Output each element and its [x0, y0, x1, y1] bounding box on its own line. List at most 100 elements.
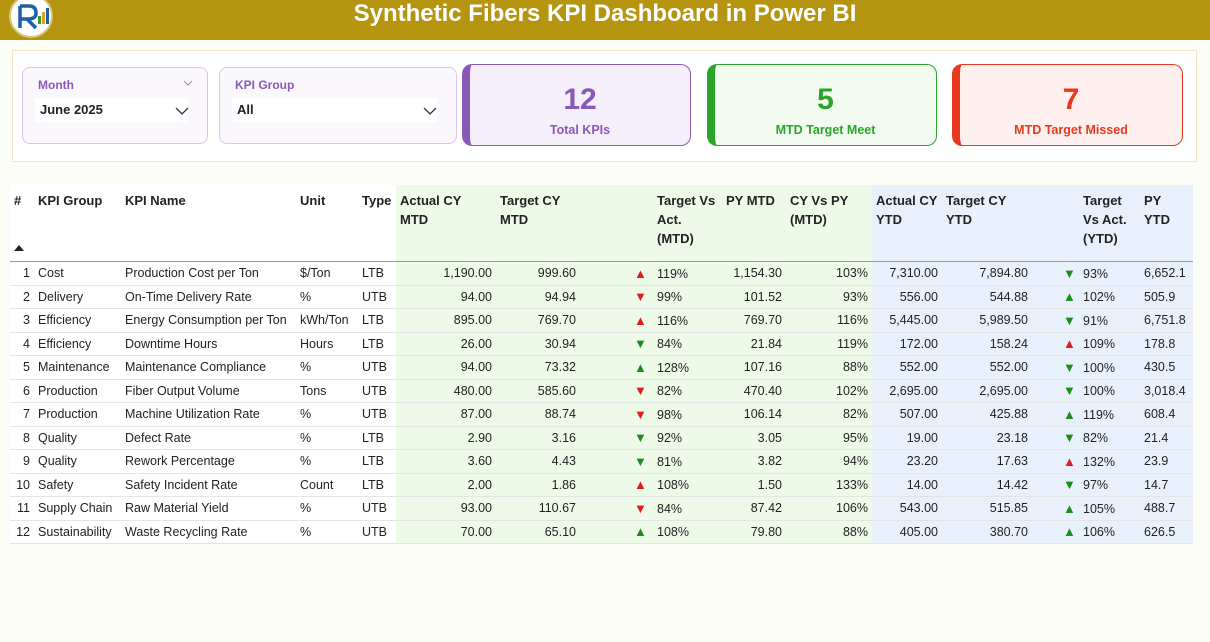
table-cell: 79.80 — [722, 520, 786, 544]
table-cell: 2,695.00 — [872, 379, 942, 403]
table-cell: 93% — [786, 285, 872, 309]
status-icon: ▲ — [1063, 524, 1076, 540]
variance-value: 102% — [1083, 290, 1115, 305]
table-cell: 178.8 — [1140, 332, 1193, 356]
table-cell: Hours — [296, 332, 358, 356]
table-cell: % — [296, 402, 358, 427]
variance-value: 100% — [1083, 384, 1115, 399]
table-cell: Efficiency — [34, 308, 121, 333]
table-cell: 110.67 — [496, 496, 580, 521]
table-cell: 70.00 — [396, 520, 496, 544]
table-row: 10 Safety Safety Incident Rate Count LTB 2.00… — [10, 473, 1193, 497]
variance-value: 97% — [1083, 478, 1109, 493]
table-cell: 895.00 — [396, 308, 496, 333]
table-cell: 5,989.50 — [942, 308, 1032, 333]
table-cell: 14.00 — [872, 473, 942, 497]
table-cell: Production Cost per Ton — [121, 261, 296, 286]
column-header: Target CY MTD — [496, 185, 580, 262]
column-header: Actual CY MTD — [396, 185, 496, 262]
variance-value: 100% — [1083, 360, 1115, 375]
variance-value: 105% — [1083, 501, 1115, 516]
variance-cell: ▲ 132% — [1032, 449, 1140, 474]
table-cell: 6,751.8 — [1140, 308, 1193, 333]
table-cell: Fiber Output Volume — [121, 379, 296, 403]
table-row: 8 Quality Defect Rate% LTB 2.90 3.16 ▼ 92% 3.05 9… — [10, 426, 1193, 450]
variance-cell: ▼ 97% — [1032, 473, 1140, 497]
column-header: PY YTD — [1140, 185, 1193, 262]
month-slicer[interactable]: Month June 2025 — [22, 67, 208, 144]
card-label: MTD Target Missed — [1014, 123, 1128, 137]
status-icon: ▲ — [634, 312, 647, 328]
card-value: 12 — [563, 83, 597, 116]
table-cell: 488.7 — [1140, 496, 1193, 521]
table-cell: 9 — [10, 449, 34, 474]
variance-cell: ▼ 81% — [580, 449, 722, 474]
variance-cell: ▼ 92% — [580, 426, 722, 450]
slicer-value[interactable]: June 2025 — [35, 98, 188, 122]
variance-value: 92% — [657, 431, 683, 446]
column-header: PY MTD — [722, 185, 786, 262]
table-cell: 2.90 — [396, 426, 496, 450]
table-cell: 769.70 — [496, 308, 580, 333]
table-cell: 106.14 — [722, 402, 786, 427]
table-cell: LTB — [358, 308, 396, 333]
variance-cell: ▲ 106% — [1032, 520, 1140, 544]
variance-value: 84% — [657, 337, 683, 352]
card-label: MTD Target Meet — [775, 123, 876, 137]
table-cell: UTB — [358, 520, 396, 544]
table-cell: Efficiency — [34, 332, 121, 356]
status-icon: ▼ — [1063, 430, 1076, 446]
table-cell: 65.10 — [496, 520, 580, 544]
card-label: Total KPIs — [549, 123, 611, 137]
table-cell: 133% — [786, 473, 872, 497]
slicer-label: KPI Group — [235, 78, 295, 92]
table-cell: 552.00 — [942, 355, 1032, 380]
table-cell: 17.63 — [942, 449, 1032, 474]
table-cell: Quality — [34, 449, 121, 474]
table-cell: 626.5 — [1140, 520, 1193, 544]
table-cell: UTB — [358, 496, 396, 521]
table-cell: 94.00 — [396, 355, 496, 380]
table-cell: 2.00 — [396, 473, 496, 497]
table-cell: % — [296, 520, 358, 544]
table-row: 2 Delivery On-Time Delivery Rate% UTB 94.00 9… — [10, 285, 1193, 309]
status-icon: ▲ — [1063, 453, 1076, 469]
variance-cell: ▼ 91% — [1032, 308, 1140, 333]
kpi-table: # KPI Group KPI Name Unit Type Actual CY MTD T… — [10, 185, 1193, 544]
table-cell: 87.00 — [396, 402, 496, 427]
table-cell: 88.74 — [496, 402, 580, 427]
status-icon: ▼ — [634, 383, 647, 399]
table-cell: 116% — [786, 308, 872, 333]
status-icon: ▲ — [634, 265, 647, 281]
dropdown-icon[interactable] — [423, 106, 437, 116]
variance-cell: ▲ 105% — [1032, 496, 1140, 521]
table-cell: 30.94 — [496, 332, 580, 356]
table-cell: 8 — [10, 426, 34, 450]
table-cell: Maintenance — [34, 355, 121, 380]
table-cell: Delivery — [34, 285, 121, 309]
kpi-group-slicer[interactable]: KPI Group All — [219, 67, 457, 144]
variance-value: 82% — [657, 384, 683, 399]
table-cell: 6 — [10, 379, 34, 403]
sort-indicator[interactable] — [14, 244, 24, 252]
variance-cell: ▼ 98% — [580, 402, 722, 427]
table-cell: Raw Material Yield — [121, 496, 296, 521]
dropdown-icon[interactable] — [175, 106, 189, 116]
collapse-icon[interactable] — [183, 79, 193, 87]
slicer-value[interactable]: All — [232, 98, 437, 122]
variance-value: 132% — [1083, 454, 1115, 469]
table-cell: 585.60 — [496, 379, 580, 403]
table-cell: 544.88 — [942, 285, 1032, 309]
table-cell: Defect Rate — [121, 426, 296, 450]
table-row: 4 Efficiency Downtime Hours Hours LTB 26.00 30… — [10, 332, 1193, 356]
table-cell: Waste Recycling Rate — [121, 520, 296, 544]
variance-cell: ▲ 119% — [580, 261, 722, 286]
status-icon: ▼ — [634, 453, 647, 469]
column-header: CY Vs PY (MTD) — [786, 185, 872, 262]
table-cell: UTB — [358, 285, 396, 309]
table-cell: % — [296, 355, 358, 380]
status-icon: ▼ — [1063, 265, 1076, 281]
table-cell: Count — [296, 473, 358, 497]
status-icon: ▼ — [1063, 383, 1076, 399]
status-icon: ▼ — [1063, 312, 1076, 328]
